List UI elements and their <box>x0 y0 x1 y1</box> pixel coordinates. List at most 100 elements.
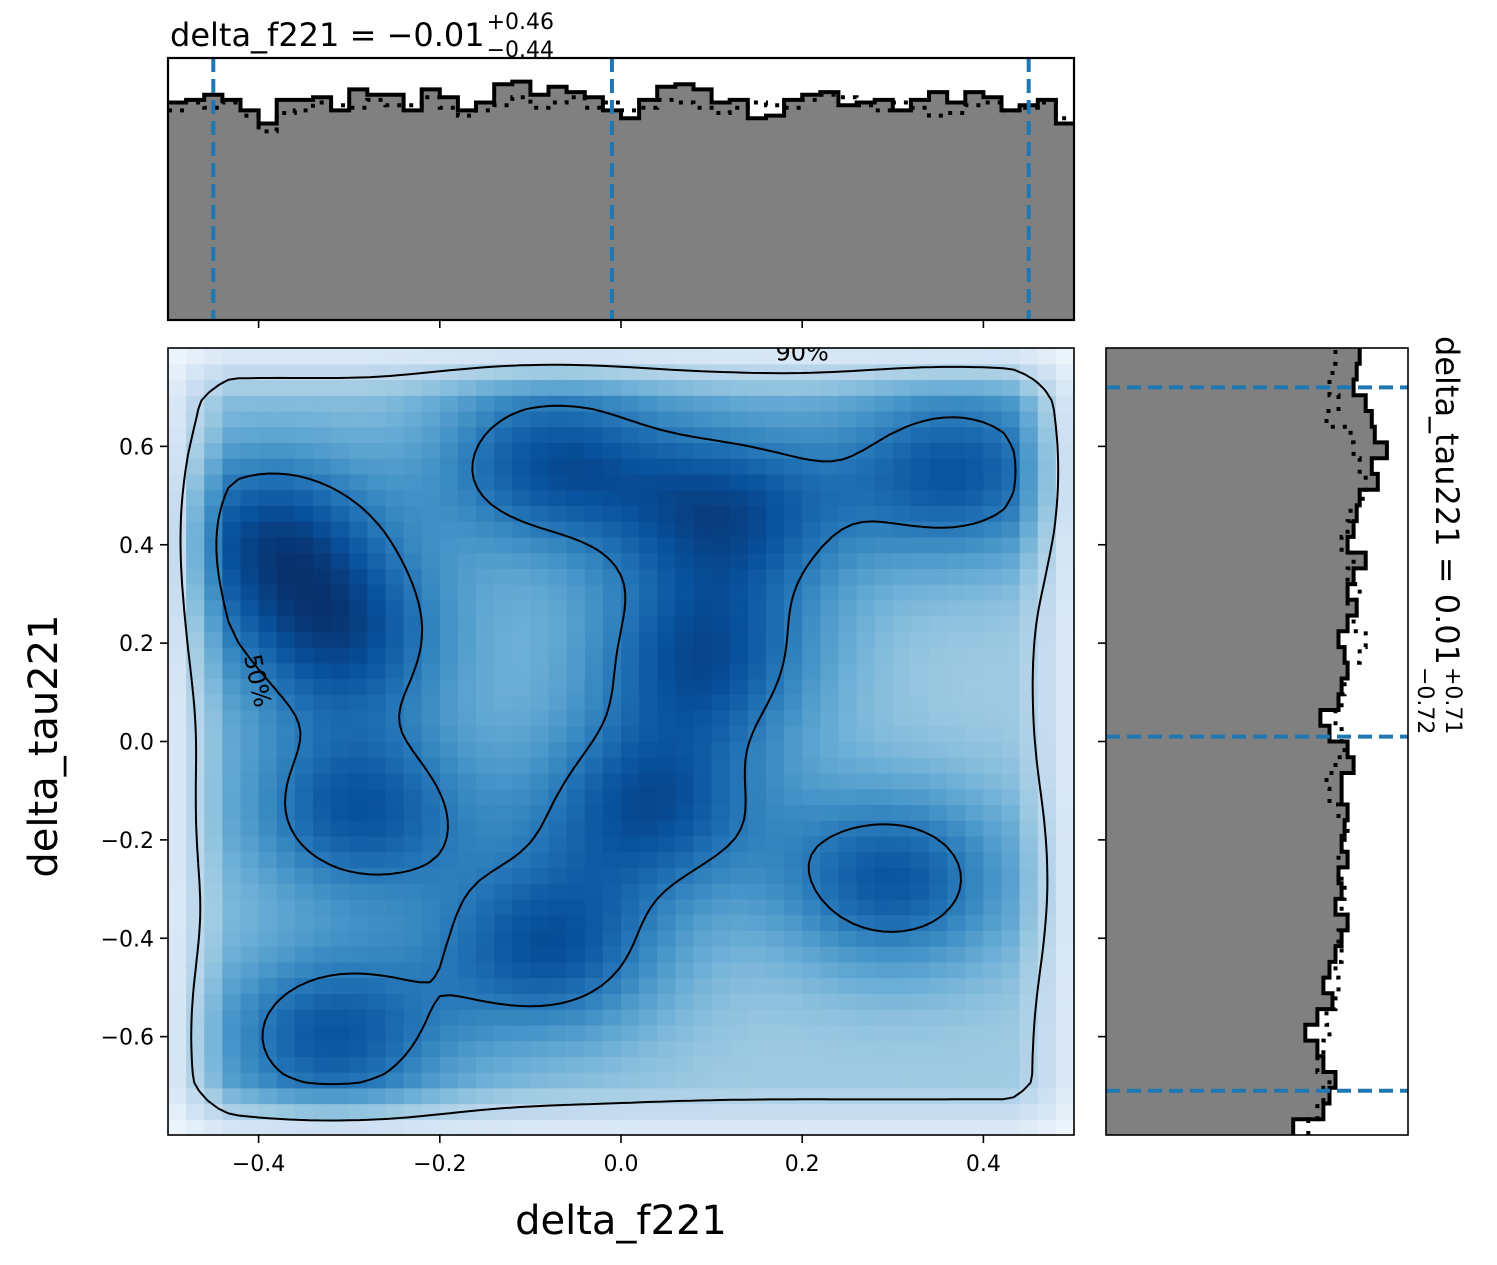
heatmap-cell <box>983 473 1003 491</box>
heatmap-cell <box>240 678 260 695</box>
heatmap-cell <box>784 820 803 837</box>
heatmap-cell <box>621 835 640 853</box>
heatmap-cell <box>584 395 604 412</box>
heatmap-cell <box>784 473 803 491</box>
heatmap-cell <box>874 883 894 900</box>
heatmap-cell <box>367 946 387 963</box>
heatmap-cell <box>385 725 405 743</box>
heatmap-cell <box>222 1087 242 1105</box>
heatmap-cell <box>820 867 840 884</box>
heatmap-cell <box>784 410 803 428</box>
heatmap-cell <box>240 788 260 806</box>
heatmap-cell <box>1001 867 1021 884</box>
heatmap-cell <box>929 631 948 648</box>
heatmap-cell <box>639 804 658 821</box>
heatmap-cell <box>747 536 767 554</box>
heatmap-cell <box>222 835 242 853</box>
heatmap-cell <box>331 395 350 412</box>
heatmap-cell <box>276 521 296 538</box>
heatmap-cell <box>874 505 894 522</box>
heatmap-cell <box>929 804 948 821</box>
heatmap-cell <box>331 552 350 569</box>
heatmap-cell <box>222 568 242 585</box>
heatmap-cell <box>258 678 278 695</box>
heatmap-cell <box>874 914 894 931</box>
heatmap-cell <box>693 1087 713 1105</box>
heatmap-cell <box>675 694 695 711</box>
heatmap-cell <box>747 647 767 664</box>
heatmap-cell <box>1055 741 1074 758</box>
heatmap-cell <box>1001 741 1021 758</box>
heatmap-cell <box>222 914 242 931</box>
heatmap-cell <box>838 835 858 853</box>
heatmap-cell <box>765 710 785 727</box>
heatmap-cell <box>276 568 296 585</box>
heatmap-cell <box>168 536 187 554</box>
heatmap-cell <box>457 1072 477 1089</box>
x-tick-label: 0.0 <box>604 1152 639 1177</box>
heatmap-cell <box>186 458 205 475</box>
heatmap-cell <box>929 914 948 931</box>
heatmap-cell <box>639 473 658 491</box>
heatmap-cell <box>675 458 695 475</box>
heatmap-cell <box>820 379 840 396</box>
heatmap-cell <box>367 898 387 916</box>
heatmap-cell <box>910 804 930 821</box>
heatmap-cell <box>856 552 876 569</box>
heatmap-cell <box>457 442 477 459</box>
heatmap-cell <box>403 694 423 711</box>
heatmap-cell <box>530 961 550 979</box>
heatmap-cell <box>548 883 568 900</box>
heatmap-cell <box>584 1009 604 1026</box>
heatmap-cell <box>457 946 477 963</box>
heatmap-cell <box>929 867 948 884</box>
heatmap-cell <box>276 678 296 695</box>
heatmap-cell <box>711 489 731 506</box>
marginal-y-median: 0.01 <box>1428 594 1466 665</box>
heatmap-cell <box>204 426 223 444</box>
heatmap-cell <box>965 898 984 916</box>
heatmap-cell <box>765 426 785 444</box>
heatmap-cell <box>349 1072 368 1089</box>
heatmap-cell <box>983 1119 1003 1135</box>
heatmap-cell <box>186 867 205 884</box>
marginal-y-hist-fill <box>1106 348 1387 1135</box>
heatmap-cell <box>929 1024 948 1042</box>
heatmap-cell <box>657 851 676 869</box>
heatmap-cell <box>874 1024 894 1042</box>
heatmap-cell <box>1001 930 1021 947</box>
heatmap-cell <box>512 615 531 632</box>
heatmap-cell <box>802 536 821 554</box>
heatmap-cell <box>512 1072 531 1089</box>
heatmap-cell <box>1055 930 1074 947</box>
heatmap-cell <box>204 584 223 601</box>
heatmap-cell <box>602 898 622 916</box>
heatmap-cell <box>910 1103 930 1120</box>
heatmap-cell <box>222 993 242 1010</box>
heatmap-cell <box>240 757 260 774</box>
heatmap-cell <box>566 348 586 365</box>
heatmap-cell <box>240 552 260 569</box>
heatmap-cell <box>258 1024 278 1042</box>
heatmap-cell <box>929 694 948 711</box>
joint-ticks: −0.4 −0.2 0.0 0.2 0.4−0.6−0.4−0.20.00.20.40.… <box>101 435 1001 1177</box>
heatmap-cell <box>621 694 640 711</box>
heatmap-cell <box>1037 1103 1057 1120</box>
heatmap-cell <box>276 1072 296 1089</box>
heatmap-cell <box>294 1072 314 1089</box>
heatmap-cell <box>385 584 405 601</box>
marginal-y-plus: +0.71 <box>1440 667 1465 734</box>
heatmap-cell <box>258 458 278 475</box>
heatmap-cell <box>1037 961 1057 979</box>
heatmap-cell <box>965 505 984 522</box>
heatmap-cell <box>403 772 423 790</box>
heatmap-cell <box>947 883 966 900</box>
heatmap-cell <box>602 741 622 758</box>
heatmap-cell <box>186 694 205 711</box>
heatmap-cell <box>765 1040 785 1057</box>
heatmap-cell <box>965 1056 984 1073</box>
heatmap-cell <box>548 631 568 648</box>
heatmap-cell <box>929 442 948 459</box>
heatmap-cell <box>1001 977 1021 994</box>
heatmap-cell <box>548 662 568 680</box>
